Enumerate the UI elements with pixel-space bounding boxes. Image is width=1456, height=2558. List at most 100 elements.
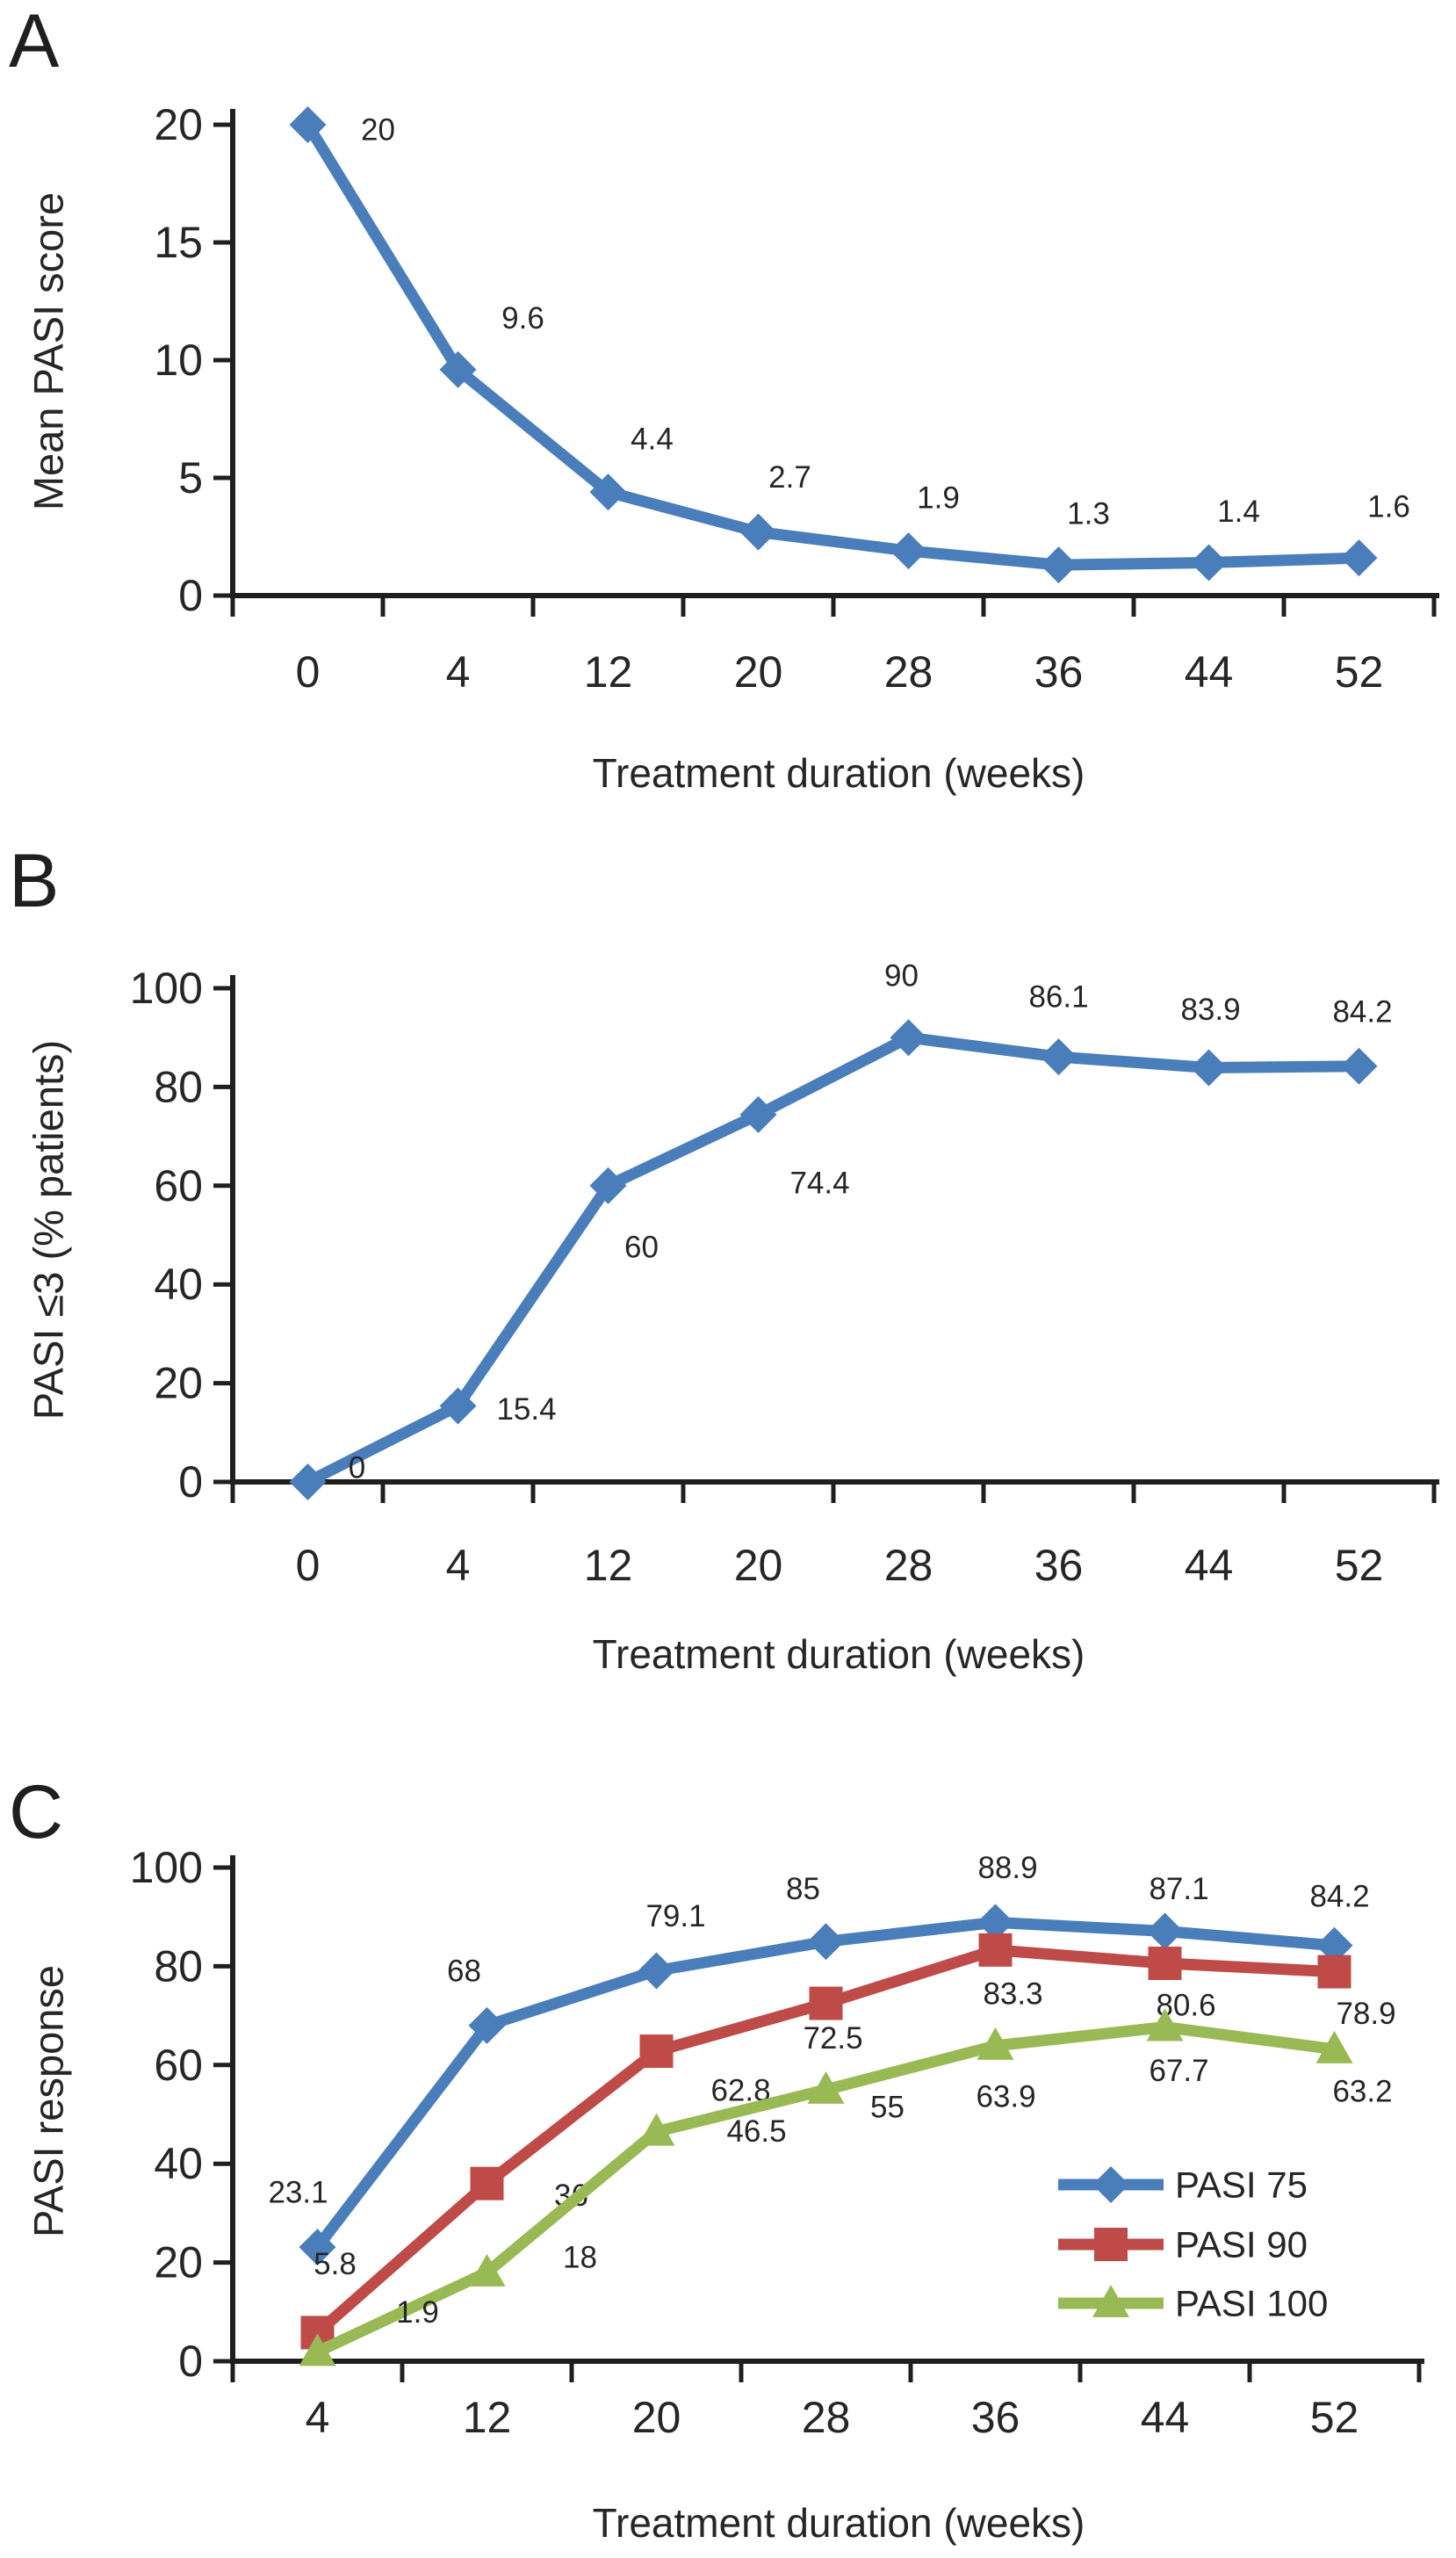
marker-pasi-3-patients- <box>1340 1047 1378 1085</box>
marker-pasi-75 <box>977 1904 1014 1941</box>
data-label-pasi-100: 18 <box>563 2240 597 2274</box>
marker-pasi-3-patients- <box>890 1019 927 1057</box>
marker-pasi-100 <box>807 2070 845 2104</box>
marker-pasi-100 <box>1146 2008 1184 2041</box>
x-tick-label-c: 20 <box>632 2393 681 2442</box>
data-label-mean-pasi-score: 20 <box>361 113 395 148</box>
y-tick-label-b: 40 <box>154 1260 203 1309</box>
data-label-pasi-100: 55 <box>870 2090 905 2124</box>
data-label-pasi-100: 1.9 <box>396 2295 439 2330</box>
marker-pasi-75 <box>1146 1912 1184 1950</box>
series-line-mean-pasi-score <box>302 119 1365 571</box>
marker-mean-pasi-score <box>289 106 327 143</box>
marker-mean-pasi-score <box>1040 546 1078 584</box>
marker-pasi-75 <box>468 2006 506 2044</box>
data-label-pasi-100: 63.9 <box>976 2079 1035 2114</box>
data-label-pasi-100: 46.5 <box>726 2114 786 2149</box>
data-label-mean-pasi-score: 4.4 <box>631 423 674 457</box>
y-tick-label-c: 0 <box>178 2337 203 2386</box>
y-tick-label-a: 10 <box>154 336 203 385</box>
data-label-pasi-75: 68 <box>447 1954 481 1988</box>
marker-mean-pasi-score <box>739 513 777 551</box>
panel-letter-b: B <box>9 839 60 923</box>
legend-label-pasi-75: PASI 75 <box>1175 2164 1308 2206</box>
y-tick-label-b: 20 <box>154 1359 203 1408</box>
legend-marker-pasi-90 <box>1094 2228 1128 2261</box>
x-axis-title-a: Treatment duration (weeks) <box>592 750 1085 796</box>
x-tick-label-a: 12 <box>584 647 633 697</box>
x-tick-label-a: 20 <box>734 647 783 697</box>
x-axis-title-b: Treatment duration (weeks) <box>592 1631 1085 1677</box>
x-tick-label-a: 28 <box>884 647 933 697</box>
data-label-pasi-75: 85 <box>786 1872 820 1906</box>
chart-c: 0 20 40 60 80 100 4 12 20 28 36 44 52 23.1 68 79.1 85 88.… <box>130 1843 1424 2442</box>
y-axis-title-c: PASI response <box>25 1964 72 2238</box>
y-tick-label-c: 80 <box>154 1941 203 1991</box>
data-label-pasi-75: 87.1 <box>1149 1872 1208 1906</box>
legend-marker-pasi-100 <box>1092 2285 1129 2317</box>
y-tick-label-c: 100 <box>130 1843 203 1892</box>
marker-pasi-90 <box>470 2166 504 2200</box>
marker-pasi-3-patients- <box>1040 1038 1078 1076</box>
data-label-mean-pasi-score: 1.3 <box>1067 497 1110 531</box>
x-tick-label-c: 36 <box>971 2393 1020 2442</box>
data-label-pasi-90: 83.3 <box>983 1976 1042 2011</box>
x-tick-label-b: 20 <box>734 1541 783 1590</box>
x-tick-label-c: 12 <box>463 2393 512 2442</box>
data-label-pasi-100: 67.7 <box>1149 2054 1208 2088</box>
legend-marker-pasi-75 <box>1092 2166 1129 2203</box>
y-tick-label-a: 0 <box>178 571 203 620</box>
y-tick-label-a: 15 <box>154 218 203 267</box>
data-label-mean-pasi-score: 1.4 <box>1217 495 1260 529</box>
x-axis-title-c: Treatment duration (weeks) <box>592 2500 1085 2546</box>
y-tick-label-c: 60 <box>154 2041 203 2090</box>
marker-pasi-75 <box>638 1952 675 1990</box>
data-label-mean-pasi-score: 1.9 <box>917 481 960 516</box>
marker-pasi-90 <box>1317 1955 1351 1989</box>
marker-pasi-3-patients- <box>1190 1049 1228 1087</box>
data-label-pasi-100: 63.2 <box>1332 2074 1392 2108</box>
y-tick-label-a: 20 <box>154 100 203 149</box>
data-label-pasi-3-patients-: 0 <box>349 1451 365 1485</box>
marker-pasi-75 <box>807 1923 845 1961</box>
marker-pasi-100 <box>468 2253 506 2287</box>
data-label-pasi-75: 88.9 <box>977 1851 1037 1885</box>
y-tick-label-b: 0 <box>178 1457 203 1507</box>
marker-pasi-3-patients- <box>289 1463 327 1500</box>
x-tick-label-b: 28 <box>884 1541 933 1590</box>
x-tick-label-b: 12 <box>584 1541 633 1590</box>
data-label-pasi-90: 78.9 <box>1336 1997 1395 2031</box>
data-label-pasi-75: 23.1 <box>268 2176 328 2210</box>
y-tick-label-a: 5 <box>178 453 203 502</box>
data-label-pasi-75: 79.1 <box>645 1899 705 1933</box>
x-tick-label-c: 52 <box>1310 2393 1359 2442</box>
marker-pasi-100 <box>1315 2030 1353 2063</box>
x-tick-label-b: 0 <box>296 1541 321 1590</box>
data-label-mean-pasi-score: 1.6 <box>1367 490 1410 524</box>
x-tick-label-b: 36 <box>1034 1541 1084 1590</box>
chart-a: 0 5 10 15 20 0 4 12 20 28 36 44 52 20 9.6 4.4 2.7 1.9 1.3 1… <box>154 100 1439 697</box>
y-tick-label-c: 40 <box>154 2139 203 2188</box>
x-tick-label-a: 0 <box>296 647 321 697</box>
x-tick-label-c: 4 <box>306 2393 330 2442</box>
data-label-pasi-3-patients-: 90 <box>884 959 919 994</box>
marker-pasi-75 <box>299 2229 336 2266</box>
marker-pasi-90 <box>1148 1947 1182 1981</box>
y-tick-label-b: 60 <box>154 1161 203 1210</box>
marker-pasi-90 <box>978 1933 1013 1967</box>
x-tick-label-a: 52 <box>1335 647 1384 697</box>
series-line-pasi-3-patients- <box>302 1031 1365 1488</box>
y-tick-label-c: 20 <box>154 2238 203 2287</box>
panel-letter-a: A <box>9 0 60 83</box>
marker-pasi-90 <box>639 2034 674 2069</box>
data-label-mean-pasi-score: 9.6 <box>501 301 544 336</box>
y-tick-label-b: 80 <box>154 1062 203 1111</box>
chart-b: 0 20 40 60 80 100 0 4 12 20 28 36 44 52 0 15.4 60 74.4 90 8… <box>130 959 1439 1590</box>
data-label-pasi-75: 84.2 <box>1309 1879 1369 1913</box>
data-label-pasi-3-patients-: 83.9 <box>1180 993 1240 1027</box>
data-label-pasi-3-patients-: 84.2 <box>1332 994 1392 1029</box>
marker-mean-pasi-score <box>1340 539 1378 577</box>
marker-mean-pasi-score <box>589 473 627 511</box>
